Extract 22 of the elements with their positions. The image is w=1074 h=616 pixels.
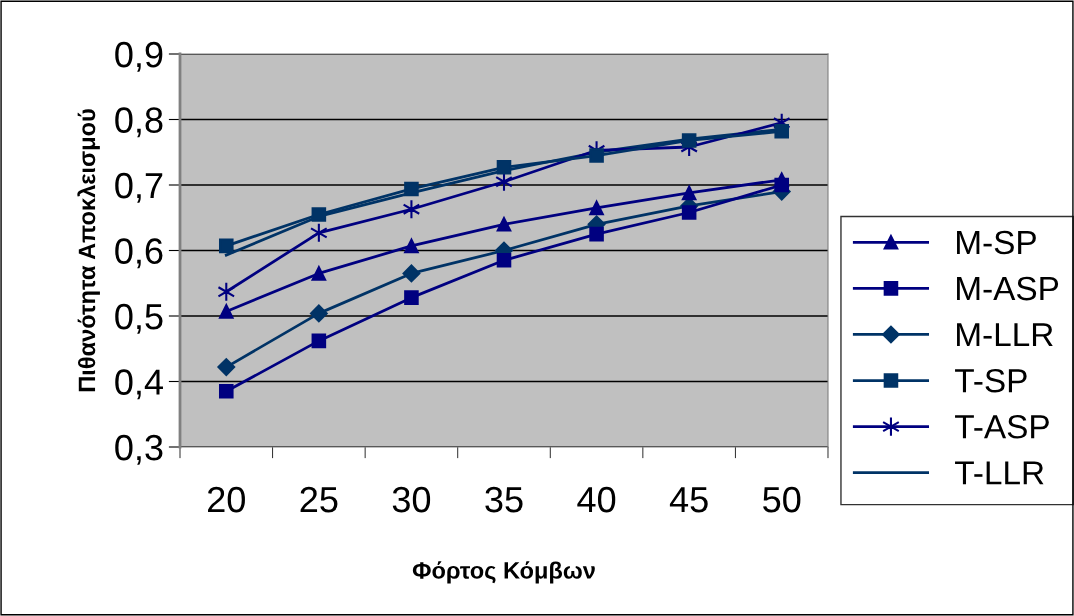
legend-label: M-SP xyxy=(957,230,1036,255)
x-tick-label: 20 xyxy=(208,486,245,513)
x-axis-title: Φόρτος Κόμβων xyxy=(412,561,595,584)
y-tick-label: 0,3 xyxy=(115,434,163,465)
x-tick-label: 50 xyxy=(763,486,801,513)
legend-label: M-LLR xyxy=(957,323,1053,347)
legend-label: T-LLR xyxy=(955,461,1044,485)
y-tick-label: 0,9 xyxy=(115,41,163,72)
x-tick-label: 40 xyxy=(577,486,616,513)
legend-label: T-SP xyxy=(955,368,1027,393)
y-tick-label: 0,7 xyxy=(115,172,163,203)
y-tick-label: 0,5 xyxy=(115,303,163,334)
legend-label: T-ASP xyxy=(955,414,1049,439)
x-tick-label: 30 xyxy=(392,486,431,513)
x-tick-label: 45 xyxy=(669,487,708,513)
y-tick-label: 0,6 xyxy=(115,238,163,269)
y-tick-label: 0,4 xyxy=(115,369,163,400)
y-axis-title: Πιθανότητα Αποκλεισμού xyxy=(77,109,100,392)
legend-label: M-ASP xyxy=(957,276,1059,301)
x-tick-label: 25 xyxy=(300,486,338,513)
x-tick-label: 35 xyxy=(485,486,523,513)
y-tick-label: 0,8 xyxy=(115,107,163,138)
